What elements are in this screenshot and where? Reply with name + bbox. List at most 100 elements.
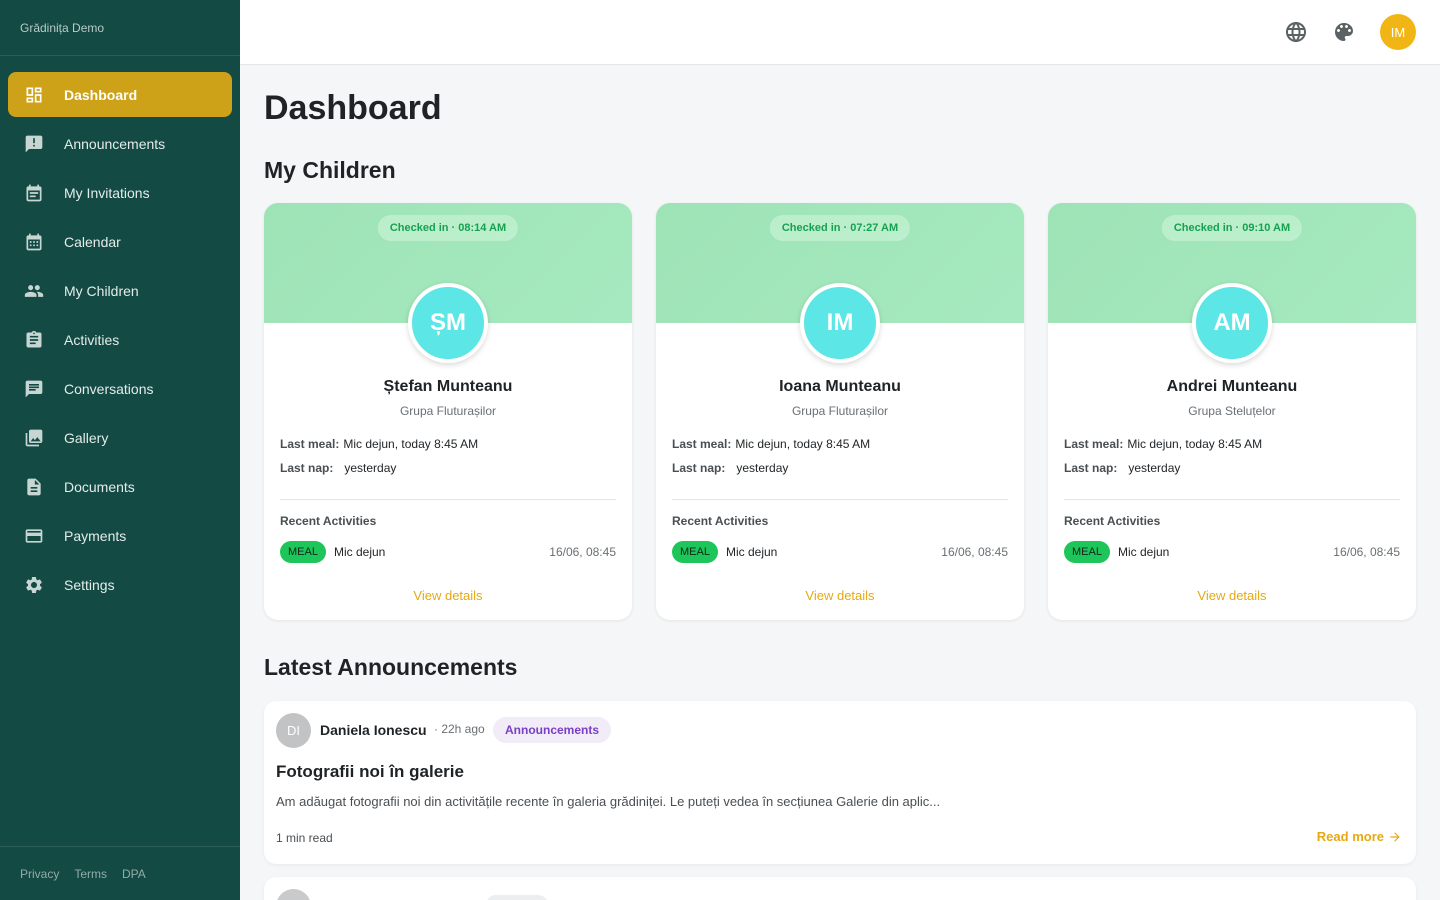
globe-icon[interactable] xyxy=(1284,20,1308,44)
activity-name: Mic dejun xyxy=(1117,545,1170,559)
last-nap-value: yesterday xyxy=(344,461,397,475)
child-name: Andrei Munteanu xyxy=(1166,378,1298,395)
divider xyxy=(1064,499,1400,500)
last-nap-label: Last nap: xyxy=(672,461,726,475)
sidebar-item-label: Settings xyxy=(64,576,115,593)
last-meal-label: Last meal: xyxy=(672,437,732,451)
checkin-badge: Checked in · 09:10 AM xyxy=(1161,215,1303,241)
read-time: 1 min read xyxy=(276,831,333,845)
child-card[interactable]: Checked in · 09:10 AM AM Andrei Munteanu… xyxy=(1048,203,1416,620)
child-name: Ștefan Munteanu xyxy=(383,378,513,395)
sidebar-item-gallery[interactable]: Gallery xyxy=(8,415,232,460)
gallery-icon xyxy=(24,428,44,448)
category-tag xyxy=(486,895,548,900)
sidebar-footer: Privacy Terms DPA xyxy=(0,846,240,900)
user-avatar[interactable]: IM xyxy=(1380,14,1416,50)
last-meal-value: Mic dejun, today 8:45 AM xyxy=(1127,437,1263,451)
sidebar-item-activities[interactable]: Activities xyxy=(8,317,232,362)
announcement-icon xyxy=(24,134,44,154)
divider xyxy=(672,499,1008,500)
sidebar-item-label: Dashboard xyxy=(64,86,138,103)
checkin-badge: Checked in · 08:14 AM xyxy=(377,215,519,241)
last-nap-row: Last nap: yesterday xyxy=(672,461,788,475)
activity-time: 16/06, 08:45 xyxy=(1333,545,1400,559)
sidebar-item-label: My Invitations xyxy=(64,184,150,201)
activity-time: 16/06, 08:45 xyxy=(941,545,1008,559)
people-icon xyxy=(24,281,44,301)
last-nap-label: Last nap: xyxy=(1064,461,1118,475)
card-hero: Checked in · 08:14 AM xyxy=(264,203,632,323)
sidebar-item-settings[interactable]: Settings xyxy=(8,562,232,607)
meal-badge: MEAL xyxy=(1064,541,1110,563)
event-icon xyxy=(24,183,44,203)
child-group: Grupa Fluturașilor xyxy=(791,404,889,418)
last-nap-value: yesterday xyxy=(1128,461,1181,475)
recent-activities-title: Recent Activities xyxy=(1064,514,1161,528)
author-avatar xyxy=(276,889,311,900)
topbar: IM xyxy=(240,0,1440,65)
sidebar-item-label: Gallery xyxy=(64,429,109,446)
my-children-heading: My Children xyxy=(264,157,396,183)
activity-row: MEAL Mic dejun 16/06, 08:45 xyxy=(672,541,1008,563)
palette-icon[interactable] xyxy=(1332,20,1356,44)
last-meal-row: Last meal: Mic dejun, today 8:45 AM xyxy=(280,437,478,451)
credit-card-icon xyxy=(24,526,44,546)
announcement-card[interactable] xyxy=(264,877,1416,900)
clipboard-icon xyxy=(24,330,44,350)
announcement-title: Fotografii noi în galerie xyxy=(276,762,464,781)
child-group: Grupa Fluturașilor xyxy=(399,404,497,418)
checkin-badge: Checked in · 07:27 AM xyxy=(769,215,911,241)
view-details-link[interactable]: View details xyxy=(805,588,875,603)
last-meal-row: Last meal: Mic dejun, today 8:45 AM xyxy=(1064,437,1262,451)
child-avatar: AM xyxy=(1192,283,1272,363)
child-avatar: ȘM xyxy=(408,283,488,363)
sidebar-item-my-invitations[interactable]: My Invitations xyxy=(8,170,232,215)
sidebar-item-calendar[interactable]: Calendar xyxy=(8,219,232,264)
sidebar-item-dashboard[interactable]: Dashboard xyxy=(8,72,232,117)
sidebar-nav: Dashboard Announcements My Invitations C… xyxy=(0,56,240,607)
divider xyxy=(280,499,616,500)
page-title: Dashboard xyxy=(264,89,442,127)
child-avatar: IM xyxy=(800,283,880,363)
activity-name: Mic dejun xyxy=(725,545,778,559)
sidebar-item-payments[interactable]: Payments xyxy=(8,513,232,558)
author-avatar: DI xyxy=(276,713,311,748)
announcement-excerpt: Am adăugat fotografii noi din activități… xyxy=(276,794,941,809)
view-details-link[interactable]: View details xyxy=(1197,588,1267,603)
calendar-icon xyxy=(24,232,44,252)
post-time: · 22h ago xyxy=(434,722,485,736)
last-nap-row: Last nap: yesterday xyxy=(1064,461,1180,475)
sidebar-item-label: Calendar xyxy=(64,233,121,250)
latest-announcements-heading: Latest Announcements xyxy=(264,654,518,680)
read-more-label: Read more xyxy=(1316,829,1384,844)
activity-name: Mic dejun xyxy=(333,545,386,559)
read-more-link[interactable]: Read more xyxy=(1317,829,1402,844)
announcement-card[interactable]: DI Daniela Ionescu · 22h ago Announcemen… xyxy=(264,701,1416,864)
last-nap-row: Last nap: yesterday xyxy=(280,461,396,475)
child-card[interactable]: Checked in · 08:14 AM ȘM Ștefan Munteanu… xyxy=(264,203,632,620)
sidebar-item-announcements[interactable]: Announcements xyxy=(8,121,232,166)
terms-link[interactable]: Terms xyxy=(74,866,108,881)
activity-row: MEAL Mic dejun 16/06, 08:45 xyxy=(280,541,616,563)
sidebar-item-conversations[interactable]: Conversations xyxy=(8,366,232,411)
privacy-link[interactable]: Privacy xyxy=(20,866,60,881)
category-tag: Announcements xyxy=(493,717,612,743)
sidebar: Grădinița Demo Dashboard Announcements M… xyxy=(0,0,240,900)
sidebar-item-my-children[interactable]: My Children xyxy=(8,268,232,313)
recent-activities-title: Recent Activities xyxy=(672,514,769,528)
dpa-link[interactable]: DPA xyxy=(122,866,146,881)
last-meal-label: Last meal: xyxy=(1064,437,1124,451)
gear-icon xyxy=(24,575,44,595)
sidebar-item-label: Documents xyxy=(64,478,135,495)
child-card[interactable]: Checked in · 07:27 AM IM Ioana Munteanu … xyxy=(656,203,1024,620)
document-icon xyxy=(24,477,44,497)
dashboard-icon xyxy=(24,85,44,105)
sidebar-item-documents[interactable]: Documents xyxy=(8,464,232,509)
sidebar-item-label: Announcements xyxy=(64,135,166,152)
last-nap-label: Last nap: xyxy=(280,461,334,475)
chat-icon xyxy=(24,379,44,399)
last-meal-value: Mic dejun, today 8:45 AM xyxy=(343,437,479,451)
brand-name: Grădinița Demo xyxy=(0,0,240,56)
last-nap-value: yesterday xyxy=(736,461,789,475)
view-details-link[interactable]: View details xyxy=(413,588,483,603)
